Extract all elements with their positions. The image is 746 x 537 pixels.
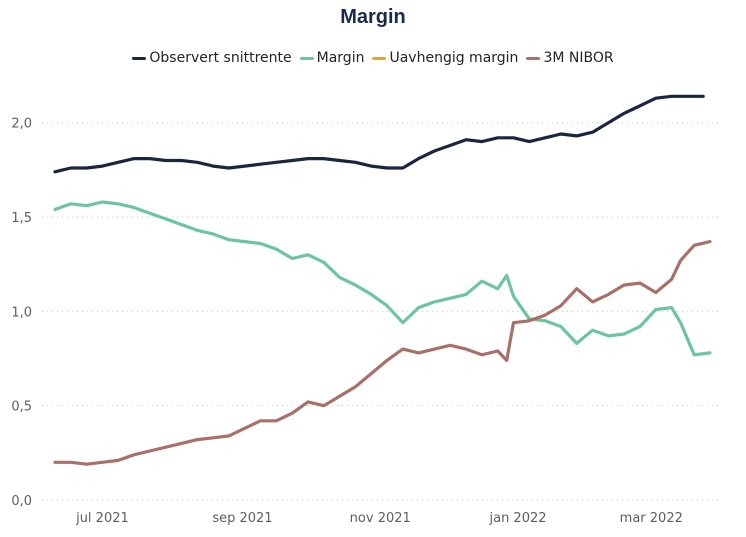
x-tick-label: jan 2022 <box>488 511 546 526</box>
legend-item[interactable]: Uavhengig margin <box>372 50 518 66</box>
legend: Observert snittrente Margin Uavhengig marg… <box>0 50 746 66</box>
series-line-3m-nibor <box>53 240 712 466</box>
x-tick-label: jul 2021 <box>75 511 129 526</box>
legend-item[interactable]: 3M NIBOR <box>526 50 614 66</box>
legend-label: 3M NIBOR <box>543 50 614 66</box>
legend-item[interactable]: Margin <box>299 50 365 66</box>
legend-swatch <box>132 56 147 60</box>
legend-label: Margin <box>316 50 365 66</box>
x-tick-label: nov 2021 <box>350 511 411 526</box>
legend-label: Uavhengig margin <box>389 50 519 66</box>
legend-swatch <box>372 56 387 60</box>
chart-title: Margin <box>340 6 406 28</box>
legend-swatch <box>299 56 314 60</box>
x-tick-label: mar 2022 <box>620 511 683 526</box>
series-line-margin <box>53 200 712 357</box>
legend-swatch <box>526 56 541 60</box>
y-tick-label: 0,5 <box>11 400 32 415</box>
y-tick-label: 1,0 <box>11 305 32 320</box>
x-tick-label: sep 2021 <box>212 511 272 526</box>
y-tick-label: 1,5 <box>11 211 32 226</box>
legend-label: Observert snittrente <box>149 50 292 66</box>
y-tick-label: 0,0 <box>11 494 32 509</box>
series-line-observert-snittrente <box>53 94 705 174</box>
legend-item[interactable]: Observert snittrente <box>132 50 292 66</box>
y-tick-label: 2,0 <box>11 117 32 132</box>
